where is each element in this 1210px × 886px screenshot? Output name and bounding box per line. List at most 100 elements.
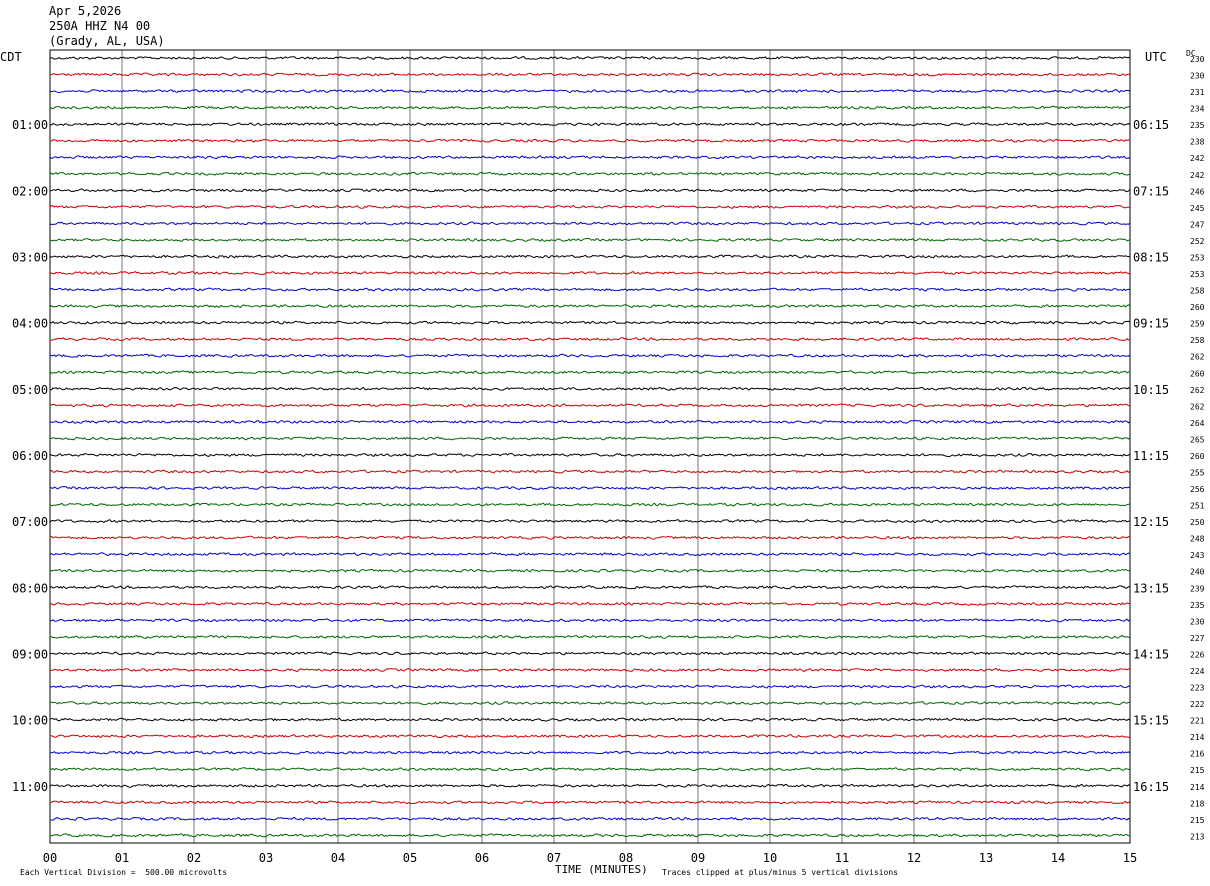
dc-offset-label: 240 [1190, 568, 1205, 577]
x-tick-label: 02 [187, 851, 201, 865]
seismic-trace [49, 419, 1131, 424]
seismic-trace [49, 618, 1131, 623]
x-tick-label: 05 [403, 851, 417, 865]
dc-offset-label: 214 [1190, 733, 1205, 742]
left-hour-label: 06:00 [12, 449, 48, 463]
seismic-trace [49, 72, 1131, 77]
seismic-trace [49, 353, 1131, 358]
seismic-trace [49, 138, 1131, 143]
seismic-trace [49, 56, 1131, 60]
seismic-trace [49, 668, 1131, 672]
x-tick-label: 04 [331, 851, 345, 865]
dc-offset-label: 256 [1190, 485, 1205, 494]
x-tick-label: 09 [691, 851, 705, 865]
dc-offset-label: 238 [1190, 138, 1205, 147]
x-tick-label: 11 [835, 851, 849, 865]
seismic-trace [49, 271, 1131, 275]
seismic-trace [49, 783, 1131, 788]
right-hour-label: 16:15 [1133, 780, 1169, 794]
left-hour-label: 04:00 [12, 317, 48, 331]
scale-note: Each Vertical Division = 500.00 microvol… [20, 868, 228, 877]
dc-offset-label: 260 [1190, 303, 1205, 312]
right-timezone-label: UTC [1145, 50, 1167, 64]
right-hour-label: 11:15 [1133, 449, 1169, 463]
dc-offset-label: 253 [1190, 270, 1205, 279]
seismic-trace [49, 320, 1131, 325]
seismic-trace [49, 287, 1131, 292]
dc-offset-label: 239 [1190, 584, 1205, 593]
dc-offset-label: 230 [1190, 617, 1205, 626]
left-hour-label: 03:00 [12, 250, 48, 264]
seismic-trace [49, 750, 1131, 755]
dc-offset-label: 251 [1190, 502, 1205, 511]
left-hour-label: 08:00 [12, 581, 48, 595]
seismic-trace [49, 171, 1131, 176]
seismic-trace [49, 601, 1131, 606]
dc-offset-label: 250 [1190, 518, 1205, 527]
left-hour-label: 11:00 [12, 780, 48, 794]
dc-offset-label: 230 [1190, 55, 1205, 64]
seismic-trace [49, 701, 1131, 706]
seismic-trace [49, 188, 1131, 193]
right-hour-label: 07:15 [1133, 184, 1169, 198]
x-tick-label: 08 [619, 851, 633, 865]
plot-frame [49, 49, 1131, 844]
seismic-trace [49, 585, 1131, 590]
seismic-trace [49, 204, 1131, 209]
dc-offset-label: 245 [1190, 204, 1205, 213]
dc-offset-label: 253 [1190, 253, 1205, 262]
left-hour-label: 07:00 [12, 515, 48, 529]
date-label: Apr 5,2026 [49, 4, 122, 18]
dc-offset-label: 262 [1190, 353, 1205, 362]
dc-offset-label: 259 [1190, 320, 1205, 329]
dc-offset-label: 226 [1190, 650, 1205, 659]
clip-note: Traces clipped at plus/minus 5 vertical … [662, 868, 899, 877]
dc-offset-label: 218 [1190, 799, 1205, 808]
seismic-trace [49, 304, 1131, 309]
seismic-trace [49, 734, 1131, 739]
dc-offset-label: 221 [1190, 717, 1205, 726]
left-hour-label: 02:00 [12, 184, 48, 198]
seismic-trace [49, 651, 1131, 656]
dc-offset-label: 247 [1190, 220, 1205, 229]
x-axis-title: TIME (MINUTES) [555, 863, 648, 876]
x-tick-label: 15 [1123, 851, 1137, 865]
seismic-trace [49, 717, 1131, 722]
station-label: 250A HHZ N4 00 [49, 19, 151, 33]
seismic-trace [49, 502, 1131, 507]
dc-offset-label: 213 [1190, 832, 1205, 841]
seismic-trace [49, 469, 1131, 474]
seismic-trace [49, 634, 1131, 639]
seismic-trace [49, 816, 1131, 821]
dc-offset-label: 262 [1190, 402, 1205, 411]
left-timezone-label: CDT [0, 50, 22, 64]
seismic-trace [49, 485, 1131, 491]
seismic-trace [49, 833, 1131, 838]
left-hour-label: 10:00 [12, 714, 48, 728]
seismic-trace [49, 337, 1131, 342]
dc-offset-label: 224 [1190, 667, 1205, 676]
right-hour-label: 14:15 [1133, 647, 1169, 661]
dc-offset-label: 216 [1190, 750, 1205, 759]
dc-offset-label: 230 [1190, 72, 1205, 81]
seismic-trace [49, 370, 1131, 375]
seismic-trace [49, 684, 1131, 689]
seismic-trace [49, 436, 1131, 441]
seismic-trace [49, 403, 1131, 408]
dc-offset-label: 265 [1190, 435, 1205, 444]
right-hour-label: 08:15 [1133, 250, 1169, 264]
seismic-trace [49, 800, 1131, 805]
dc-offset-label: 234 [1190, 105, 1205, 114]
x-tick-label: 14 [1051, 851, 1065, 865]
seismic-trace [49, 89, 1131, 94]
seismic-trace [49, 535, 1131, 540]
left-hour-label: 09:00 [12, 647, 48, 661]
left-hour-label: 01:00 [12, 118, 48, 132]
seismic-trace [49, 105, 1131, 110]
dc-offset-label: 246 [1190, 187, 1205, 196]
seismic-trace [49, 221, 1131, 226]
right-hour-label: 15:15 [1133, 714, 1169, 728]
x-tick-label: 12 [907, 851, 921, 865]
dc-offset-label: 235 [1190, 121, 1205, 130]
